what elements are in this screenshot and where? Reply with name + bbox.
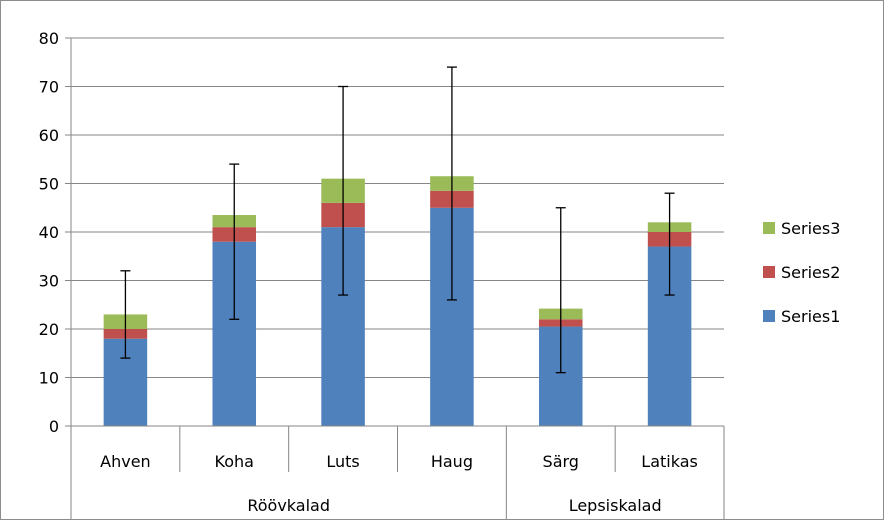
legend-label-series2: Series2 (781, 263, 840, 282)
legend-label-series1: Series1 (781, 307, 840, 326)
axes: 0 10 20 30 40 50 60 70 80 Ahven Koha Luts Haug Särg La… (39, 29, 725, 519)
category-label: Luts (326, 452, 359, 471)
group-label: Lepsiskalad (569, 496, 662, 515)
y-tick-label: 30 (39, 272, 59, 291)
y-tick-label: 70 (39, 78, 59, 97)
bars (103, 176, 692, 426)
y-tick-label: 60 (39, 126, 59, 145)
y-tick-label: 10 (39, 369, 59, 388)
legend-swatch-series3 (763, 222, 775, 234)
y-tick-label: 50 (39, 175, 59, 194)
y-tick-label: 20 (39, 320, 59, 339)
error-bars (120, 66, 675, 374)
y-tick-label: 80 (39, 29, 59, 48)
category-label: Särg (543, 452, 579, 471)
group-label: Röövkalad (247, 496, 330, 515)
category-label: Koha (215, 452, 254, 471)
y-tick-label: 0 (49, 417, 59, 436)
legend-swatch-series2 (763, 266, 775, 278)
legend-label-series3: Series3 (781, 219, 840, 238)
legend: Series3 Series2 Series1 (763, 219, 840, 326)
category-label: Ahven (100, 452, 151, 471)
gridlines (71, 37, 724, 378)
y-tick-label: 40 (39, 223, 59, 242)
legend-swatch-series1 (763, 310, 775, 322)
category-label: Haug (431, 452, 473, 471)
category-label: Latikas (641, 452, 698, 471)
